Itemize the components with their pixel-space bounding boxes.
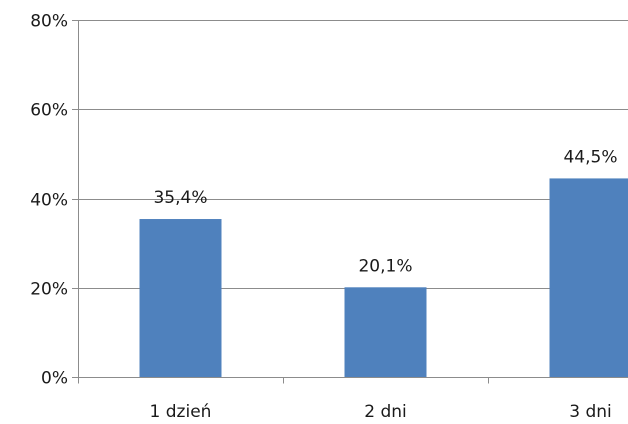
x-category-label: 2 dni bbox=[364, 402, 407, 422]
data-label: 20,1% bbox=[358, 256, 412, 276]
x-category-label: 1 dzień bbox=[150, 402, 212, 422]
y-tick-label: 80% bbox=[30, 12, 68, 32]
labels: 0% 20% 40% 60% 80% 35,4% 1 dzień 20,1% 2 dni 44,5… bbox=[30, 12, 617, 423]
data-label: 35,4% bbox=[153, 188, 207, 208]
bar bbox=[344, 287, 427, 377]
x-category-label: 3 dni bbox=[569, 402, 612, 422]
y-tick-label: 40% bbox=[30, 191, 68, 211]
y-tick-label: 20% bbox=[30, 280, 68, 300]
bar bbox=[139, 219, 222, 377]
bar bbox=[549, 178, 628, 377]
data-label: 44,5% bbox=[563, 147, 617, 167]
axes bbox=[72, 20, 628, 384]
y-tick-label: 0% bbox=[41, 369, 68, 389]
y-tick-label: 60% bbox=[30, 101, 68, 121]
bars bbox=[139, 178, 628, 377]
